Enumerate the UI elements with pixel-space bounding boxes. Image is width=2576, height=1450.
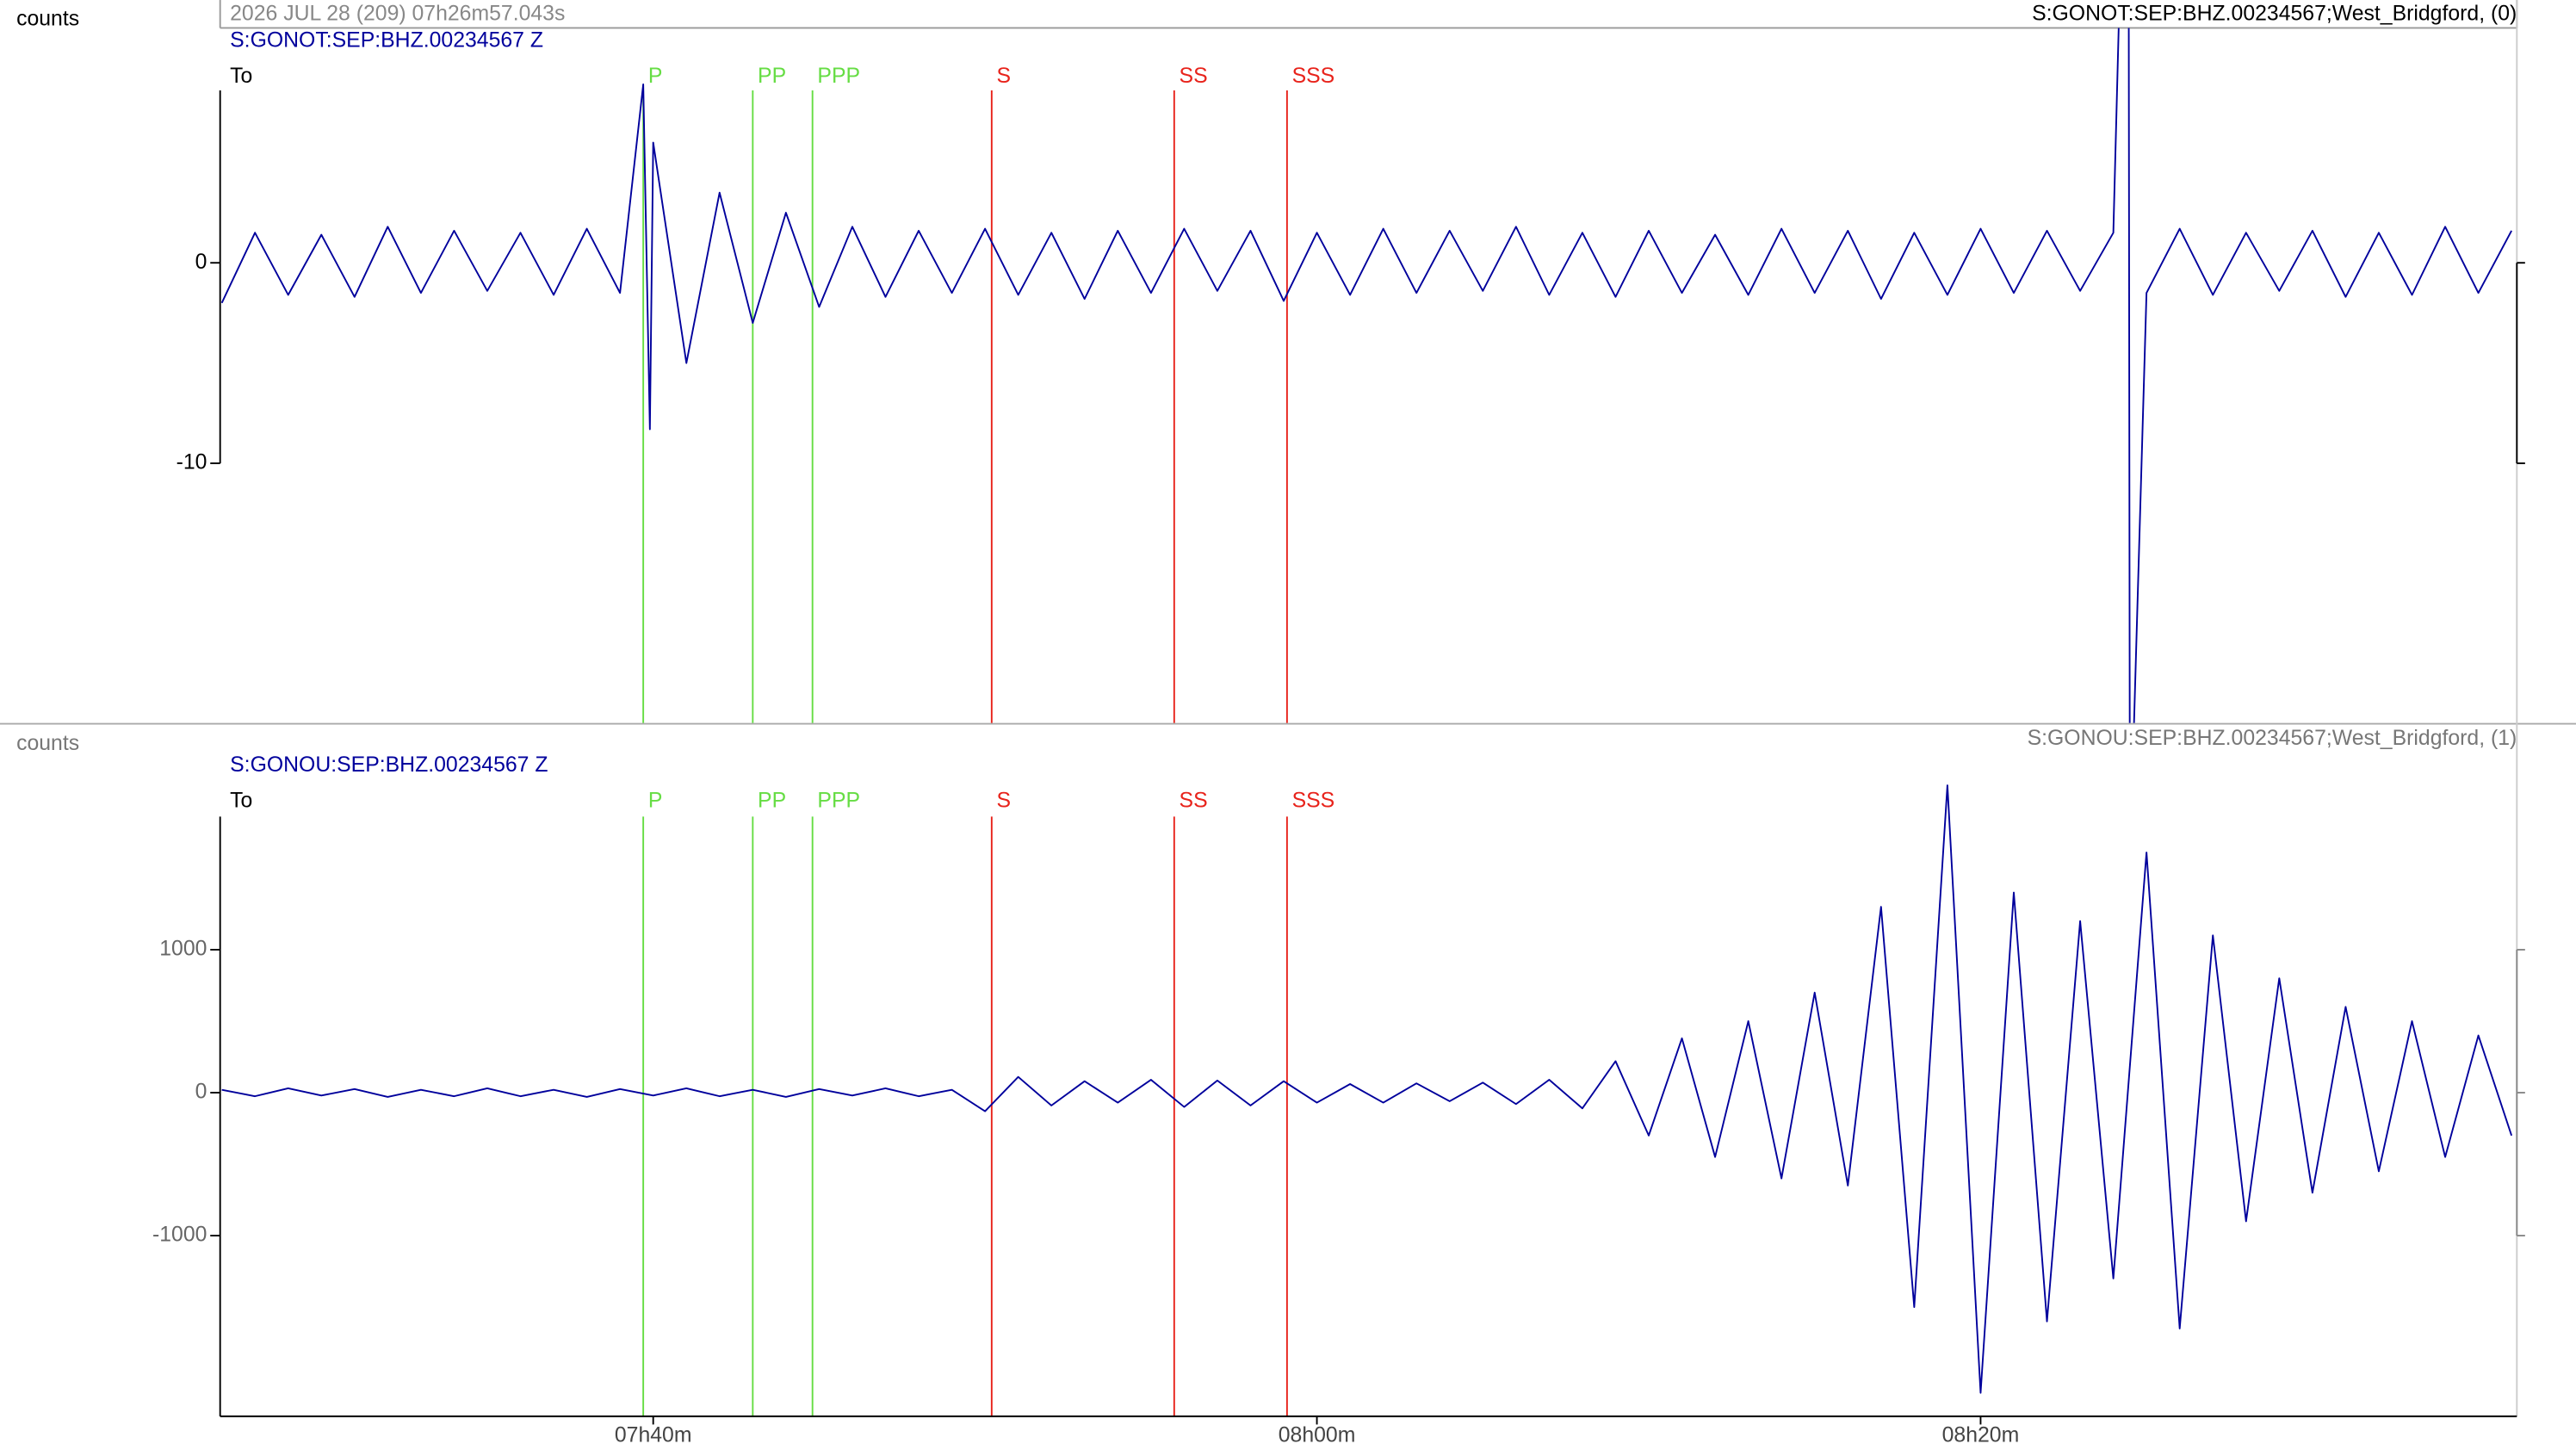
x-tick-label: 08h20m <box>1942 1423 2020 1447</box>
station-label: S:GONOT:SEP:BHZ.00234567;West_Bridgford,… <box>2032 3 2517 26</box>
phase-label: P <box>648 65 663 88</box>
phase-label: SSS <box>1292 65 1335 88</box>
y-axis-label: counts <box>16 732 79 755</box>
y-tick-label: 0 <box>195 251 207 274</box>
y-tick-label: -1000 <box>152 1224 207 1247</box>
phase-label: SS <box>1180 790 1208 813</box>
phase-label: SSS <box>1292 790 1335 813</box>
phase-label: PP <box>758 790 786 813</box>
y-tick-label: -10 <box>176 451 207 474</box>
trace-group <box>220 28 2512 723</box>
datetime: 2026 JUL 28 (209) 07h26m57.043s <box>230 3 565 26</box>
trace-title: S:GONOU:SEP:BHZ.00234567 Z <box>230 753 548 777</box>
reference-marker: To <box>230 65 252 88</box>
x-tick-label: 07h40m <box>615 1423 692 1447</box>
station-label: S:GONOU:SEP:BHZ.00234567;West_Bridgford,… <box>2028 727 2517 750</box>
phase-label: S <box>997 65 1012 88</box>
x-tick-label: 08h00m <box>1279 1423 1356 1447</box>
reference-marker: To <box>230 790 252 813</box>
y-tick-label: 0 <box>195 1081 207 1104</box>
y-axis-label: counts <box>16 7 79 30</box>
phase-label: PPP <box>817 65 860 88</box>
phase-label: PP <box>758 65 786 88</box>
phase-label: P <box>648 790 663 813</box>
phase-label: PPP <box>817 790 860 813</box>
trace-group <box>221 784 2513 1394</box>
trace-title: S:GONOT:SEP:BHZ.00234567 Z <box>230 28 543 52</box>
phase-label: S <box>997 790 1012 813</box>
waveform <box>221 784 2513 1394</box>
waveform <box>220 28 2512 723</box>
y-tick-label: 1000 <box>159 937 207 960</box>
phase-label: SS <box>1180 65 1208 88</box>
